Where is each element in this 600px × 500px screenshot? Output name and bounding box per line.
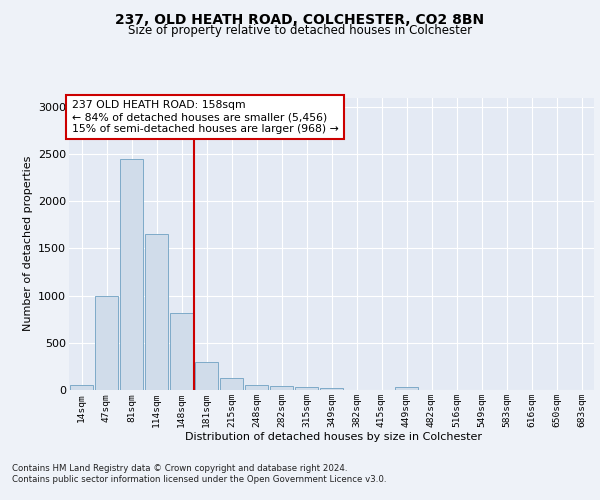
Bar [320,388,343,390]
Text: Distribution of detached houses by size in Colchester: Distribution of detached houses by size … [185,432,482,442]
Text: 237 OLD HEATH ROAD: 158sqm
← 84% of detached houses are smaller (5,456)
15% of s: 237 OLD HEATH ROAD: 158sqm ← 84% of deta… [71,100,338,134]
Bar [220,378,244,390]
Text: Size of property relative to detached houses in Colchester: Size of property relative to detached ho… [128,24,472,37]
Bar [70,385,94,390]
Bar [170,312,193,390]
Bar [194,362,218,390]
Bar [119,159,143,390]
Text: 237, OLD HEATH ROAD, COLCHESTER, CO2 8BN: 237, OLD HEATH ROAD, COLCHESTER, CO2 8BN [115,12,485,26]
Bar [395,387,418,390]
Bar [145,234,169,390]
Text: Contains public sector information licensed under the Open Government Licence v3: Contains public sector information licen… [12,475,386,484]
Bar [245,386,268,390]
Y-axis label: Number of detached properties: Number of detached properties [23,156,32,332]
Bar [95,296,118,390]
Text: Contains HM Land Registry data © Crown copyright and database right 2024.: Contains HM Land Registry data © Crown c… [12,464,347,473]
Bar [269,386,293,390]
Bar [295,386,319,390]
